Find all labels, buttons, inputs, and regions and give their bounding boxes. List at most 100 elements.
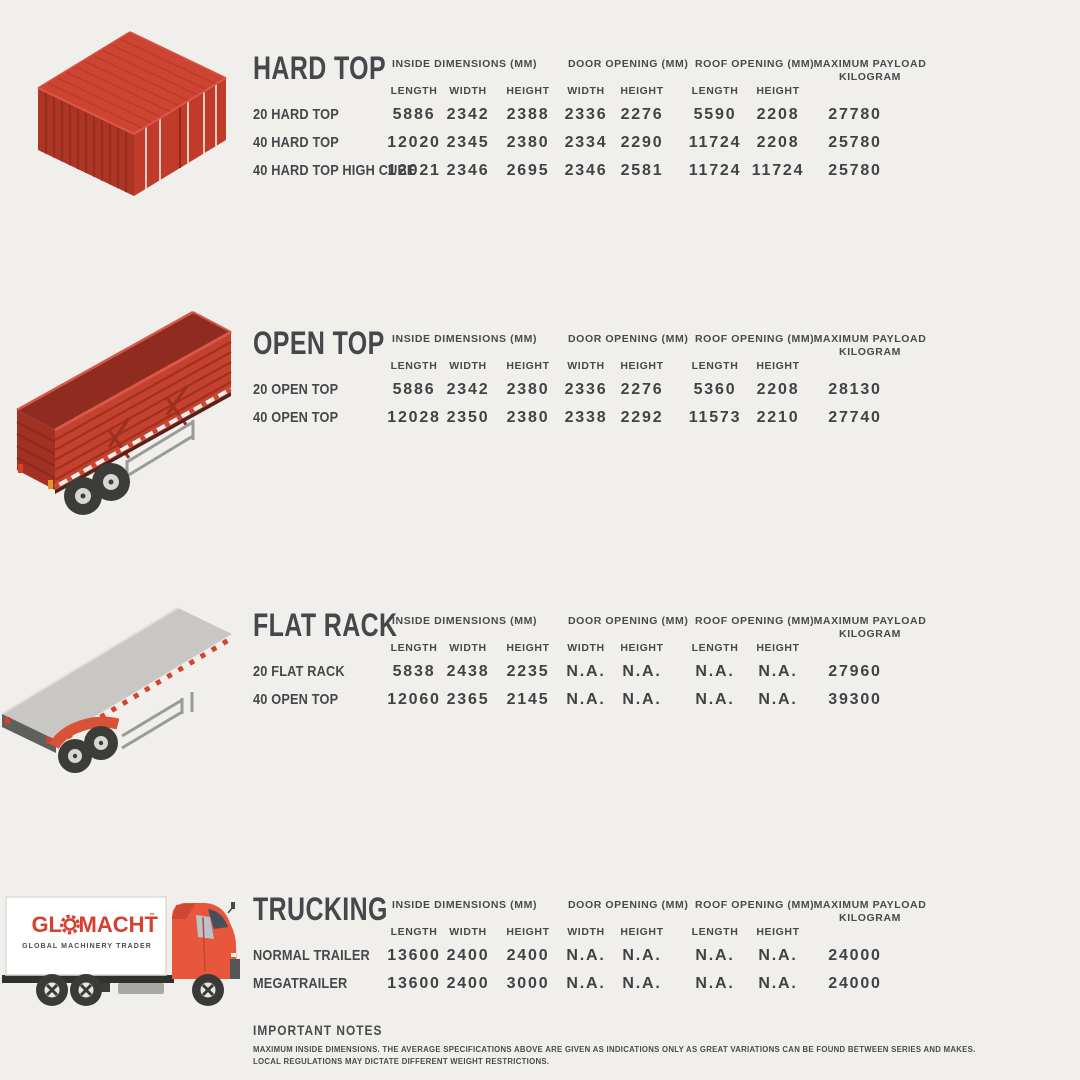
subheader-length: LENGTH	[390, 926, 438, 938]
col-group-door-opening: DOOR OPENING (MM)	[568, 333, 689, 345]
kilogram-label: KILOGRAM	[839, 912, 901, 924]
spec-value: 2145	[506, 691, 550, 708]
subheader-roof-height: HEIGHT	[756, 360, 800, 372]
col-group-inside-dimensions: INSIDE DIMENSIONS (MM)	[392, 615, 538, 627]
spec-value: N.A.	[566, 975, 606, 992]
col-group-max-payload: MAXIMUM PAYLOAD KILOGRAM	[798, 333, 942, 359]
spec-value: 27960	[828, 663, 882, 680]
spec-value: 2208	[756, 134, 800, 151]
table-row: MEGATRAILER 13600 2400 3000 N.A. N.A. N.A. N.A.…	[253, 975, 953, 1003]
spec-value: 13600	[387, 947, 441, 964]
subheader-width: WIDTH	[449, 642, 487, 654]
kilogram-label: KILOGRAM	[839, 346, 901, 358]
spec-value: 2276	[620, 381, 664, 398]
spec-table-rows: 20 FLAT RACK 5838 2438 2235 N.A. N.A. N.A. N.A.…	[253, 663, 953, 719]
spec-value: 25780	[828, 162, 882, 179]
truck-wheels	[36, 974, 224, 1006]
subheader-door-width: WIDTH	[567, 85, 605, 97]
flat-rack-trailer-icon	[0, 594, 250, 779]
section-title: FLAT RACK	[253, 607, 398, 643]
subheader-door-height: HEIGHT	[620, 926, 664, 938]
spec-value: 3000	[506, 975, 550, 992]
gear-icon	[60, 914, 80, 935]
spec-value: N.A.	[695, 691, 735, 708]
table-row: 40 OPEN TOP 12028 2350 2380 2338 2292 11573 221…	[253, 409, 953, 437]
logo-part1: GL	[31, 912, 62, 937]
spec-value: 2581	[620, 162, 664, 179]
row-label: 40 OPEN TOP	[253, 409, 339, 426]
subheader-roof-height: HEIGHT	[756, 85, 800, 97]
spec-value: 12020	[387, 134, 441, 151]
col-group-door-opening: DOOR OPENING (MM)	[568, 899, 689, 911]
col-group-inside-dimensions: INSIDE DIMENSIONS (MM)	[392, 899, 538, 911]
col-group-door-opening: DOOR OPENING (MM)	[568, 58, 689, 70]
max-payload-label: MAXIMUM PAYLOAD	[813, 899, 927, 911]
max-payload-label: MAXIMUM PAYLOAD	[813, 333, 927, 345]
max-payload-label: MAXIMUM PAYLOAD	[813, 58, 927, 70]
col-group-max-payload: MAXIMUM PAYLOAD KILOGRAM	[798, 615, 942, 641]
notes-title: IMPORTANT NOTES	[253, 1022, 383, 1038]
spec-table-rows: NORMAL TRAILER 13600 2400 2400 N.A. N.A. N.A. N…	[253, 947, 953, 1003]
subheader-height: HEIGHT	[506, 926, 550, 938]
spec-value: 24000	[828, 947, 882, 964]
logo-tm: ™	[149, 912, 155, 919]
spec-value: 2346	[446, 162, 490, 179]
subheader-width: WIDTH	[449, 926, 487, 938]
spec-value: 2345	[446, 134, 490, 151]
row-label: 40 OPEN TOP	[253, 691, 339, 708]
spec-value: 27740	[828, 409, 882, 426]
col-group-roof-opening: ROOF OPENING (MM)	[695, 58, 815, 70]
spec-value: 5886	[392, 381, 436, 398]
spec-value: 2695	[506, 162, 550, 179]
spec-value: 2235	[506, 663, 550, 680]
spec-value: N.A.	[695, 975, 735, 992]
spec-value: 11724	[688, 134, 742, 151]
trailer-wheels	[64, 463, 130, 515]
subheader-door-width: WIDTH	[567, 642, 605, 654]
spec-value: 2208	[756, 381, 800, 398]
spec-value: 2346	[564, 162, 608, 179]
spec-value: N.A.	[695, 947, 735, 964]
spec-value: 12028	[387, 409, 441, 426]
table-row: 40 HARD TOP 12020 2345 2380 2334 2290 11724 220…	[253, 134, 953, 162]
subheader-length: LENGTH	[390, 85, 438, 97]
subheader-door-height: HEIGHT	[620, 85, 664, 97]
row-label: 20 FLAT RACK	[253, 663, 345, 680]
spec-value: 2342	[446, 381, 490, 398]
table-row: NORMAL TRAILER 13600 2400 2400 N.A. N.A. N.A. N…	[253, 947, 953, 975]
table-row: 40 HARD TOP HIGH CUBE 12021 2346 2695 2346 25…	[253, 162, 953, 190]
spec-value: 11724	[751, 162, 805, 179]
spec-value: N.A.	[566, 663, 606, 680]
subheader-roof-height: HEIGHT	[756, 926, 800, 938]
col-group-roof-opening: ROOF OPENING (MM)	[695, 615, 815, 627]
spec-value: N.A.	[695, 663, 735, 680]
row-label: 20 OPEN TOP	[253, 381, 339, 398]
spec-value: 27780	[828, 106, 882, 123]
spec-value: 12060	[387, 691, 441, 708]
spec-value: 2342	[446, 106, 490, 123]
spec-value: 2276	[620, 106, 664, 123]
section-flat-rack: FLAT RACK INSIDE DIMENSIONS (MM) DOOR OP…	[253, 607, 953, 795]
table-row: 40 OPEN TOP 12060 2365 2145 N.A. N.A. N.A. N.A.…	[253, 691, 953, 719]
subheader-height: HEIGHT	[506, 360, 550, 372]
spec-value: 25780	[828, 134, 882, 151]
row-label: 20 HARD TOP	[253, 106, 339, 123]
spec-value: 13600	[387, 975, 441, 992]
spec-value: N.A.	[622, 975, 662, 992]
spec-value: N.A.	[566, 691, 606, 708]
row-label: 40 HARD TOP HIGH CUBE	[253, 162, 416, 179]
logo-subtitle: GLOBAL MACHINERY TRADER	[22, 943, 152, 950]
spec-value: 2210	[756, 409, 800, 426]
spec-value: 2208	[756, 106, 800, 123]
col-group-roof-opening: ROOF OPENING (MM)	[695, 333, 815, 345]
subheader-width: WIDTH	[449, 360, 487, 372]
subheader-length: LENGTH	[390, 360, 438, 372]
spec-value: N.A.	[622, 663, 662, 680]
subheader-length: LENGTH	[390, 642, 438, 654]
section-hard-top: HARD TOP INSIDE DIMENSIONS (MM) DOOR OPE…	[253, 50, 953, 238]
spec-value: 2350	[446, 409, 490, 426]
glomacht-logo: GL MACHT ™ GLOBAL MACHINERY TRADER	[22, 912, 158, 950]
spec-table-rows: 20 HARD TOP 5886 2342 2388 2336 2276 5590 2208 2…	[253, 106, 953, 190]
section-trucking: TRUCKING INSIDE DIMENSIONS (MM) DOOR OPE…	[253, 891, 953, 1079]
table-row: 20 HARD TOP 5886 2342 2388 2336 2276 5590 2208 2…	[253, 106, 953, 134]
